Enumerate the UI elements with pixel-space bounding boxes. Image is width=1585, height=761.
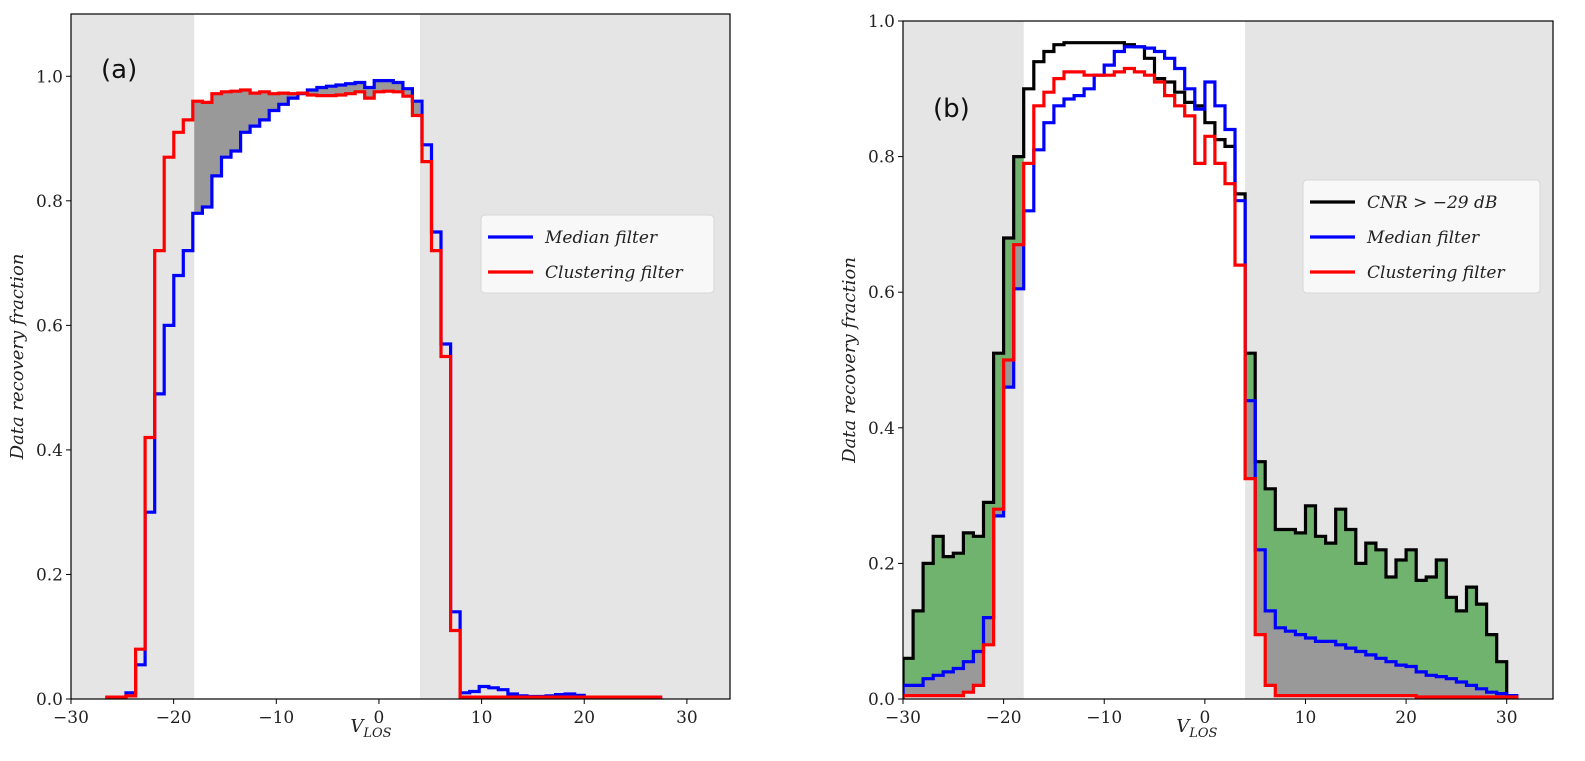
panel-b: −30 −20 −10 0 10 20 30 0.0 0.2 0.4 0.6 0.8 1.0 VLOS Da… (839, 12, 1554, 741)
series-line-clustering-filter (105, 88, 663, 699)
x-tick-label: 10 (1295, 708, 1317, 728)
x-tick-label: −20 (156, 708, 192, 728)
y-tick-label: 1.0 (868, 12, 895, 32)
x-axis-label-subscript: LOS (1188, 726, 1217, 741)
legend-entry: Clustering filter (545, 263, 683, 283)
legend-entry: Median filter (1366, 228, 1480, 248)
y-tick-label: 0.8 (36, 192, 63, 212)
x-axis-label: VLOS (1176, 716, 1217, 741)
fill-between-0 (194, 80, 421, 214)
series-line-clustering-filter (903, 66, 1519, 699)
x-tick-label: 30 (676, 708, 698, 728)
legend-entry: Clustering filter (1367, 263, 1505, 283)
x-tick-label: −10 (258, 708, 294, 728)
panel-label: (b) (933, 94, 970, 124)
y-tick-label: 0.0 (36, 690, 63, 710)
x-tick-label: −20 (986, 708, 1022, 728)
x-tick-label: 30 (1496, 708, 1518, 728)
shaded-region-right (420, 14, 730, 699)
x-tick-label: −30 (53, 708, 89, 728)
x-tick-label: 20 (1395, 708, 1417, 728)
x-tick-label: 0 (374, 708, 385, 728)
panel-label: (a) (101, 55, 137, 85)
legend-box (480, 214, 715, 294)
fill-between-0 (903, 42, 1517, 699)
y-tick-label: 0.4 (868, 419, 895, 439)
x-axis-label-main: V (350, 716, 365, 737)
legend-entry: CNR > −29 dB (1367, 193, 1497, 213)
legend-box (1302, 179, 1541, 294)
panel-a: −30 −20 −10 0 10 20 30 0.0 0.2 0.4 0.6 0.8 1.0 VLOS Da… (7, 13, 731, 741)
axes-frame (902, 20, 1554, 700)
x-axis-label-main: V (1176, 716, 1191, 737)
axes-frame (70, 13, 731, 700)
legend: CNR > −29 dB Median filter Clustering filt… (1302, 179, 1541, 294)
y-tick-label: 0.6 (36, 316, 63, 336)
y-tick-label: 1.0 (36, 67, 63, 87)
x-tick-label: 20 (573, 708, 595, 728)
x-tick-label: −10 (1086, 708, 1122, 728)
x-tick-label: −30 (885, 708, 921, 728)
y-tick-label: 0.2 (36, 565, 63, 585)
legend-entry: Median filter (544, 228, 658, 248)
y-tick-label: 0.6 (868, 283, 895, 303)
legend: Median filter Clustering filter (480, 214, 715, 294)
x-tick-label: 10 (471, 708, 493, 728)
x-tick-label: 0 (1199, 708, 1210, 728)
x-axis-label: VLOS (350, 716, 391, 741)
y-tick-label: 0.0 (868, 690, 895, 710)
y-axis-label: Data recovery fraction (7, 254, 28, 461)
y-tick-label: 0.8 (868, 148, 895, 168)
shaded-region-left (71, 14, 195, 699)
y-tick-label: 0.4 (36, 441, 63, 461)
y-tick-label: 0.2 (868, 554, 895, 574)
x-axis-label-subscript: LOS (362, 726, 391, 741)
y-axis-label: Data recovery fraction (839, 257, 860, 464)
